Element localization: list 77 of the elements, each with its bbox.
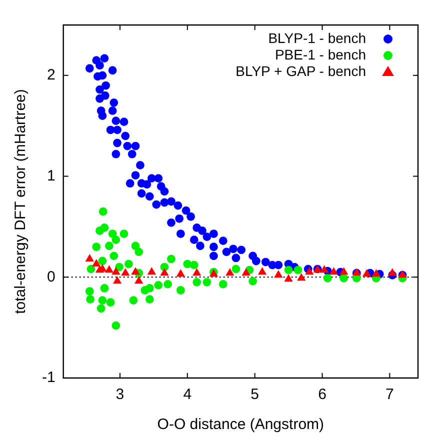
point	[115, 262, 124, 272]
point	[124, 260, 133, 268]
point	[340, 274, 348, 282]
point	[95, 265, 104, 273]
x-axis-title: O-O distance (Angstrom)	[157, 416, 324, 434]
legend-label: PBE-1 - bench	[274, 46, 366, 62]
y-tick-label: 1	[46, 167, 56, 184]
point	[284, 274, 293, 282]
point	[131, 267, 140, 275]
point	[320, 265, 329, 273]
point	[167, 254, 176, 264]
point	[226, 268, 234, 276]
point	[98, 207, 108, 216]
point	[329, 267, 338, 275]
point	[96, 304, 106, 313]
point	[110, 252, 118, 260]
point	[112, 236, 120, 244]
point	[362, 269, 372, 277]
point	[112, 321, 120, 330]
point	[120, 230, 128, 238]
y-tick-label: 0	[46, 268, 56, 286]
x-tick-label: 6	[318, 386, 326, 404]
point	[192, 268, 202, 276]
point	[92, 242, 101, 252]
point	[297, 273, 306, 281]
point	[106, 298, 115, 307]
x-tick-label: 7	[386, 386, 394, 404]
point	[104, 242, 114, 250]
point	[85, 287, 94, 296]
x-tick-label: 5	[250, 386, 259, 404]
point	[100, 284, 109, 292]
point	[147, 267, 156, 275]
point	[134, 276, 144, 284]
point	[134, 248, 144, 256]
point	[104, 265, 114, 273]
point	[164, 280, 172, 288]
point	[145, 284, 154, 292]
point	[121, 268, 130, 276]
point	[284, 266, 293, 274]
point	[274, 270, 283, 278]
point	[129, 296, 138, 305]
point	[85, 254, 94, 262]
point	[108, 230, 117, 238]
point	[176, 286, 185, 294]
y-axis-title: total-energy DFT error (mHartree)	[12, 89, 30, 314]
point	[218, 280, 228, 288]
point	[372, 269, 381, 277]
point	[190, 260, 198, 270]
point	[160, 268, 169, 276]
point	[112, 276, 122, 284]
point	[258, 267, 267, 275]
point	[340, 267, 348, 275]
legend-label: BLYP + GAP - bench	[236, 62, 366, 79]
point	[176, 269, 185, 277]
point	[112, 267, 120, 275]
y-tick-label: 2	[46, 66, 56, 84]
point	[86, 295, 95, 304]
point	[242, 268, 250, 276]
point	[100, 224, 109, 232]
point	[145, 295, 154, 304]
point	[98, 296, 107, 305]
point	[92, 259, 101, 267]
point	[202, 278, 212, 286]
x-tick-label: 4	[183, 386, 192, 404]
x-tick-label: 3	[116, 386, 124, 404]
point	[248, 276, 258, 286]
legend-label: BLYP-1 - bench	[268, 30, 366, 46]
point	[98, 256, 107, 266]
point	[154, 281, 163, 290]
point	[86, 264, 96, 274]
point	[294, 266, 302, 274]
point	[192, 278, 202, 286]
point	[305, 267, 314, 275]
point	[232, 264, 240, 274]
y-tick-label: -1	[42, 369, 56, 386]
point	[388, 268, 397, 276]
point	[323, 274, 332, 282]
